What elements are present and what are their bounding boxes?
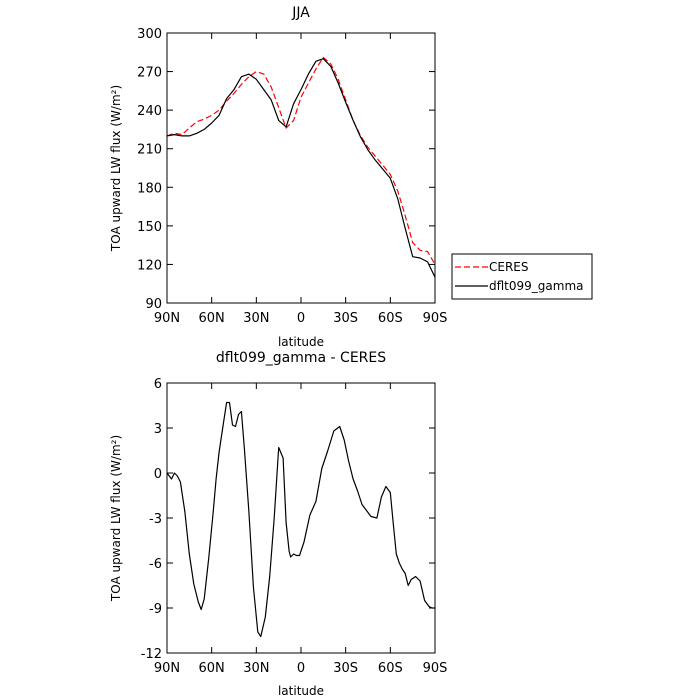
- top-xtick-label: 60N: [199, 311, 225, 326]
- bottom-ticks: 90N 60N 30N 0 30S 60S 90S -12 -9 -6 -3 0 3 6: [141, 377, 448, 676]
- bottom-ytick-label: -9: [149, 602, 162, 617]
- bottom-xtick-label: 30S: [333, 661, 358, 676]
- top-ytick-label: 150: [137, 220, 162, 235]
- top-ytick-label: 180: [137, 181, 162, 196]
- bottom-plot-frame: [166, 382, 436, 654]
- bottom-ylabel: TOA upward LW flux (W/m²): [109, 435, 123, 602]
- top-xtick-label: 0: [297, 311, 305, 326]
- top-ytick-label: 90: [145, 297, 162, 312]
- top-ticks: 90N 60N 30N 0 30S 60S 90S 90 120 150 180 210 240 270 3…: [137, 27, 447, 326]
- bottom-ytick-label: -12: [141, 647, 162, 662]
- bottom-xtick-label: 60N: [199, 661, 225, 676]
- bottom-ytick-label: -6: [149, 557, 162, 572]
- bottom-xlabel: latitude: [278, 684, 324, 698]
- bottom-panel: dflt099_gamma - CERES latitude TOA upwar…: [109, 350, 447, 698]
- bottom-ytick-label: -3: [149, 512, 162, 527]
- top-series-line-dflt099-gamma: [166, 58, 436, 278]
- legend-label-ceres: CERES: [489, 260, 529, 274]
- bottom-ytick-label: 3: [154, 422, 162, 437]
- bottom-xtick-label: 90N: [154, 661, 180, 676]
- top-series: [166, 56, 436, 278]
- bottom-series: [166, 401, 435, 638]
- top-xlabel: latitude: [278, 335, 324, 349]
- bottom-xtick-label: 0: [297, 661, 305, 676]
- bottom-title: dflt099_gamma - CERES: [216, 350, 386, 366]
- bottom-xtick-label: 30N: [243, 661, 269, 676]
- top-xtick-label: 30N: [243, 311, 269, 326]
- top-xtick-label: 90N: [154, 311, 180, 326]
- top-ytick-label: 270: [137, 66, 162, 81]
- top-panel: JJA latitude TOA upward LW flux (W/m²) 9…: [109, 5, 447, 349]
- bottom-series-line-difference: [166, 401, 435, 638]
- top-xtick-label: 60S: [378, 311, 403, 326]
- top-xtick-label: 90S: [423, 311, 448, 326]
- top-xtick-label: 30S: [333, 311, 358, 326]
- top-ytick-label: 240: [137, 104, 162, 119]
- bottom-xtick-label: 60S: [378, 661, 403, 676]
- top-series-line-ceres: [166, 56, 436, 265]
- top-title: JJA: [291, 5, 310, 21]
- top-ylabel: TOA upward LW flux (W/m²): [109, 85, 123, 252]
- top-ytick-label: 210: [137, 143, 162, 158]
- legend: CERES dflt099_gamma: [451, 253, 593, 300]
- legend-box: [451, 253, 593, 300]
- bottom-xtick-label: 90S: [423, 661, 448, 676]
- top-plot-frame: [166, 32, 436, 304]
- bottom-ytick-label: 6: [154, 377, 162, 392]
- top-ytick-label: 300: [137, 27, 162, 42]
- top-ytick-label: 120: [137, 258, 162, 273]
- legend-label-model: dflt099_gamma: [489, 279, 584, 293]
- bottom-ytick-label: 0: [154, 467, 162, 482]
